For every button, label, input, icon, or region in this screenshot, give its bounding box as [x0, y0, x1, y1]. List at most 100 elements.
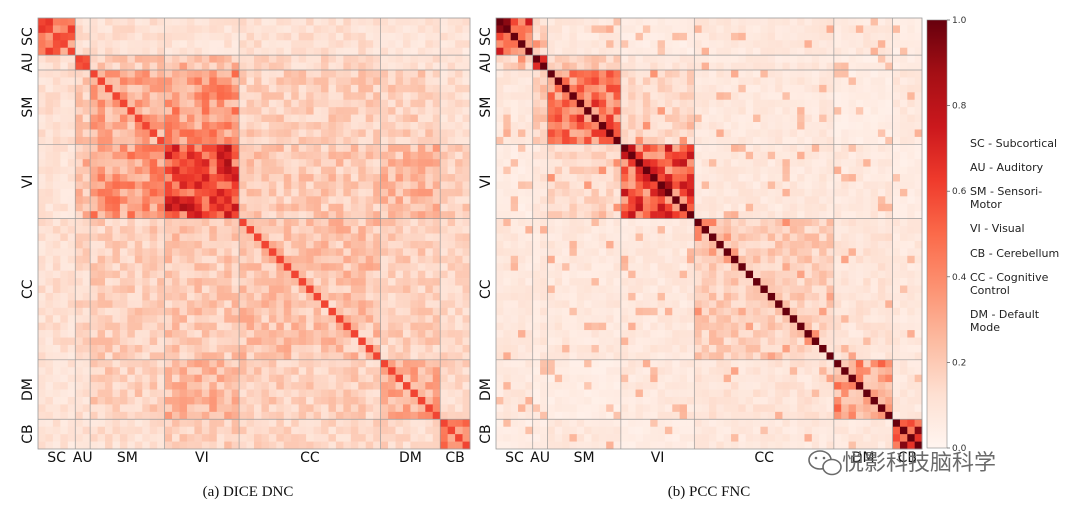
heatmap-cell: [67, 196, 76, 205]
heatmap-cell: [97, 352, 106, 361]
heatmap-cell: [291, 352, 299, 361]
heatmap-cell: [291, 107, 299, 115]
heatmap-cell: [907, 70, 915, 78]
heatmap-cell: [350, 136, 359, 145]
heatmap-cell: [268, 114, 277, 123]
heatmap-cell: [417, 122, 426, 130]
heatmap-cell: [82, 218, 91, 227]
heatmap-cell: [119, 404, 128, 413]
heatmap-cell: [268, 411, 277, 420]
heatmap-cell: [52, 40, 61, 49]
heatmap-cell: [60, 40, 69, 49]
heatmap-cell: [731, 203, 739, 212]
heatmap-cell: [291, 174, 299, 182]
heatmap-cell: [664, 188, 673, 197]
heatmap-cell: [447, 32, 456, 41]
heatmap-cell: [877, 122, 886, 130]
heatmap-cell: [209, 382, 218, 390]
heatmap-cell: [833, 211, 842, 219]
heatmap-cell: [782, 70, 791, 78]
heatmap-cell: [395, 441, 404, 450]
heatmap-cell: [417, 226, 426, 234]
heatmap-cell: [510, 55, 519, 63]
heatmap-cell: [510, 181, 519, 190]
heatmap-cell: [82, 107, 91, 115]
heatmap-cell: [819, 129, 827, 138]
heatmap-cell: [82, 337, 91, 346]
heatmap-cell: [313, 211, 322, 219]
heatmap-cell: [373, 441, 381, 450]
heatmap-cell: [142, 352, 151, 361]
heatmap-cell: [350, 70, 359, 78]
heatmap-cell: [650, 151, 658, 160]
heatmap-cell: [75, 367, 83, 375]
heatmap-cell: [127, 92, 136, 101]
heatmap-cell: [343, 374, 352, 383]
heatmap-cell: [373, 419, 381, 428]
heatmap-cell: [885, 181, 893, 190]
heatmap-cell: [209, 18, 218, 26]
heatmap-cell: [112, 151, 121, 160]
heatmap-cell: [283, 419, 292, 428]
heatmap-cell: [298, 389, 307, 398]
heatmap-cell: [112, 144, 121, 153]
heatmap-cell: [731, 122, 739, 130]
heatmap-cell: [598, 114, 607, 123]
heatmap-cell: [833, 99, 842, 108]
heatmap-cell: [554, 174, 563, 182]
heatmap-cell: [395, 322, 404, 331]
heatmap-cell: [496, 77, 504, 86]
heatmap-cell: [819, 92, 827, 101]
heatmap-cell: [620, 129, 629, 138]
heatmap-cell: [373, 32, 381, 41]
heatmap-cell: [60, 233, 69, 242]
heatmap-cell: [447, 255, 456, 264]
heatmap-cell: [335, 181, 344, 190]
heatmap-cell: [283, 441, 292, 450]
heatmap-cell: [679, 18, 688, 26]
heatmap-cell: [455, 278, 463, 286]
heatmap-cell: [410, 25, 419, 34]
heatmap-cell: [789, 144, 798, 153]
heatmap-cell: [45, 367, 54, 375]
heatmap-cell: [525, 122, 534, 130]
heatmap-cell: [209, 292, 218, 301]
heatmap-cell: [105, 181, 113, 190]
heatmap-cell: [395, 151, 404, 160]
heatmap-cell: [246, 270, 255, 279]
heatmap-cell: [462, 337, 471, 346]
heatmap-cell: [716, 32, 724, 41]
heatmap-cell: [540, 129, 548, 138]
heatmap-cell: [268, 263, 277, 271]
heatmap-cell: [447, 330, 456, 338]
heatmap-cell: [365, 278, 374, 286]
heatmap-cell: [686, 211, 695, 219]
heatmap-cell: [82, 374, 91, 383]
heatmap-cell: [716, 188, 724, 197]
x-tick-label: VI: [195, 450, 209, 466]
heatmap-cell: [291, 166, 299, 175]
heatmap-cell: [447, 114, 456, 123]
heatmap-cell: [186, 136, 195, 145]
heatmap-cell: [350, 84, 359, 93]
heatmap-cell: [664, 18, 673, 26]
heatmap-cell: [283, 211, 292, 219]
heatmap-cell: [635, 211, 644, 219]
heatmap-cell: [298, 92, 307, 101]
heatmap-cell: [231, 47, 240, 56]
heatmap-cell: [606, 84, 614, 93]
heatmap-cell: [447, 92, 456, 101]
heatmap-cell: [554, 18, 563, 26]
heatmap-cell: [425, 166, 434, 175]
heatmap-cell: [870, 211, 879, 219]
heatmap-cell: [767, 18, 776, 26]
heatmap-cell: [239, 270, 247, 279]
heatmap-cell: [811, 84, 820, 93]
heatmap-cell: [239, 367, 247, 375]
heatmap-cell: [298, 55, 307, 63]
heatmap-cell: [395, 434, 404, 442]
heatmap-cell: [358, 322, 367, 331]
heatmap-cell: [268, 404, 277, 413]
heatmap-cell: [306, 122, 314, 130]
heatmap-cell: [701, 181, 710, 190]
